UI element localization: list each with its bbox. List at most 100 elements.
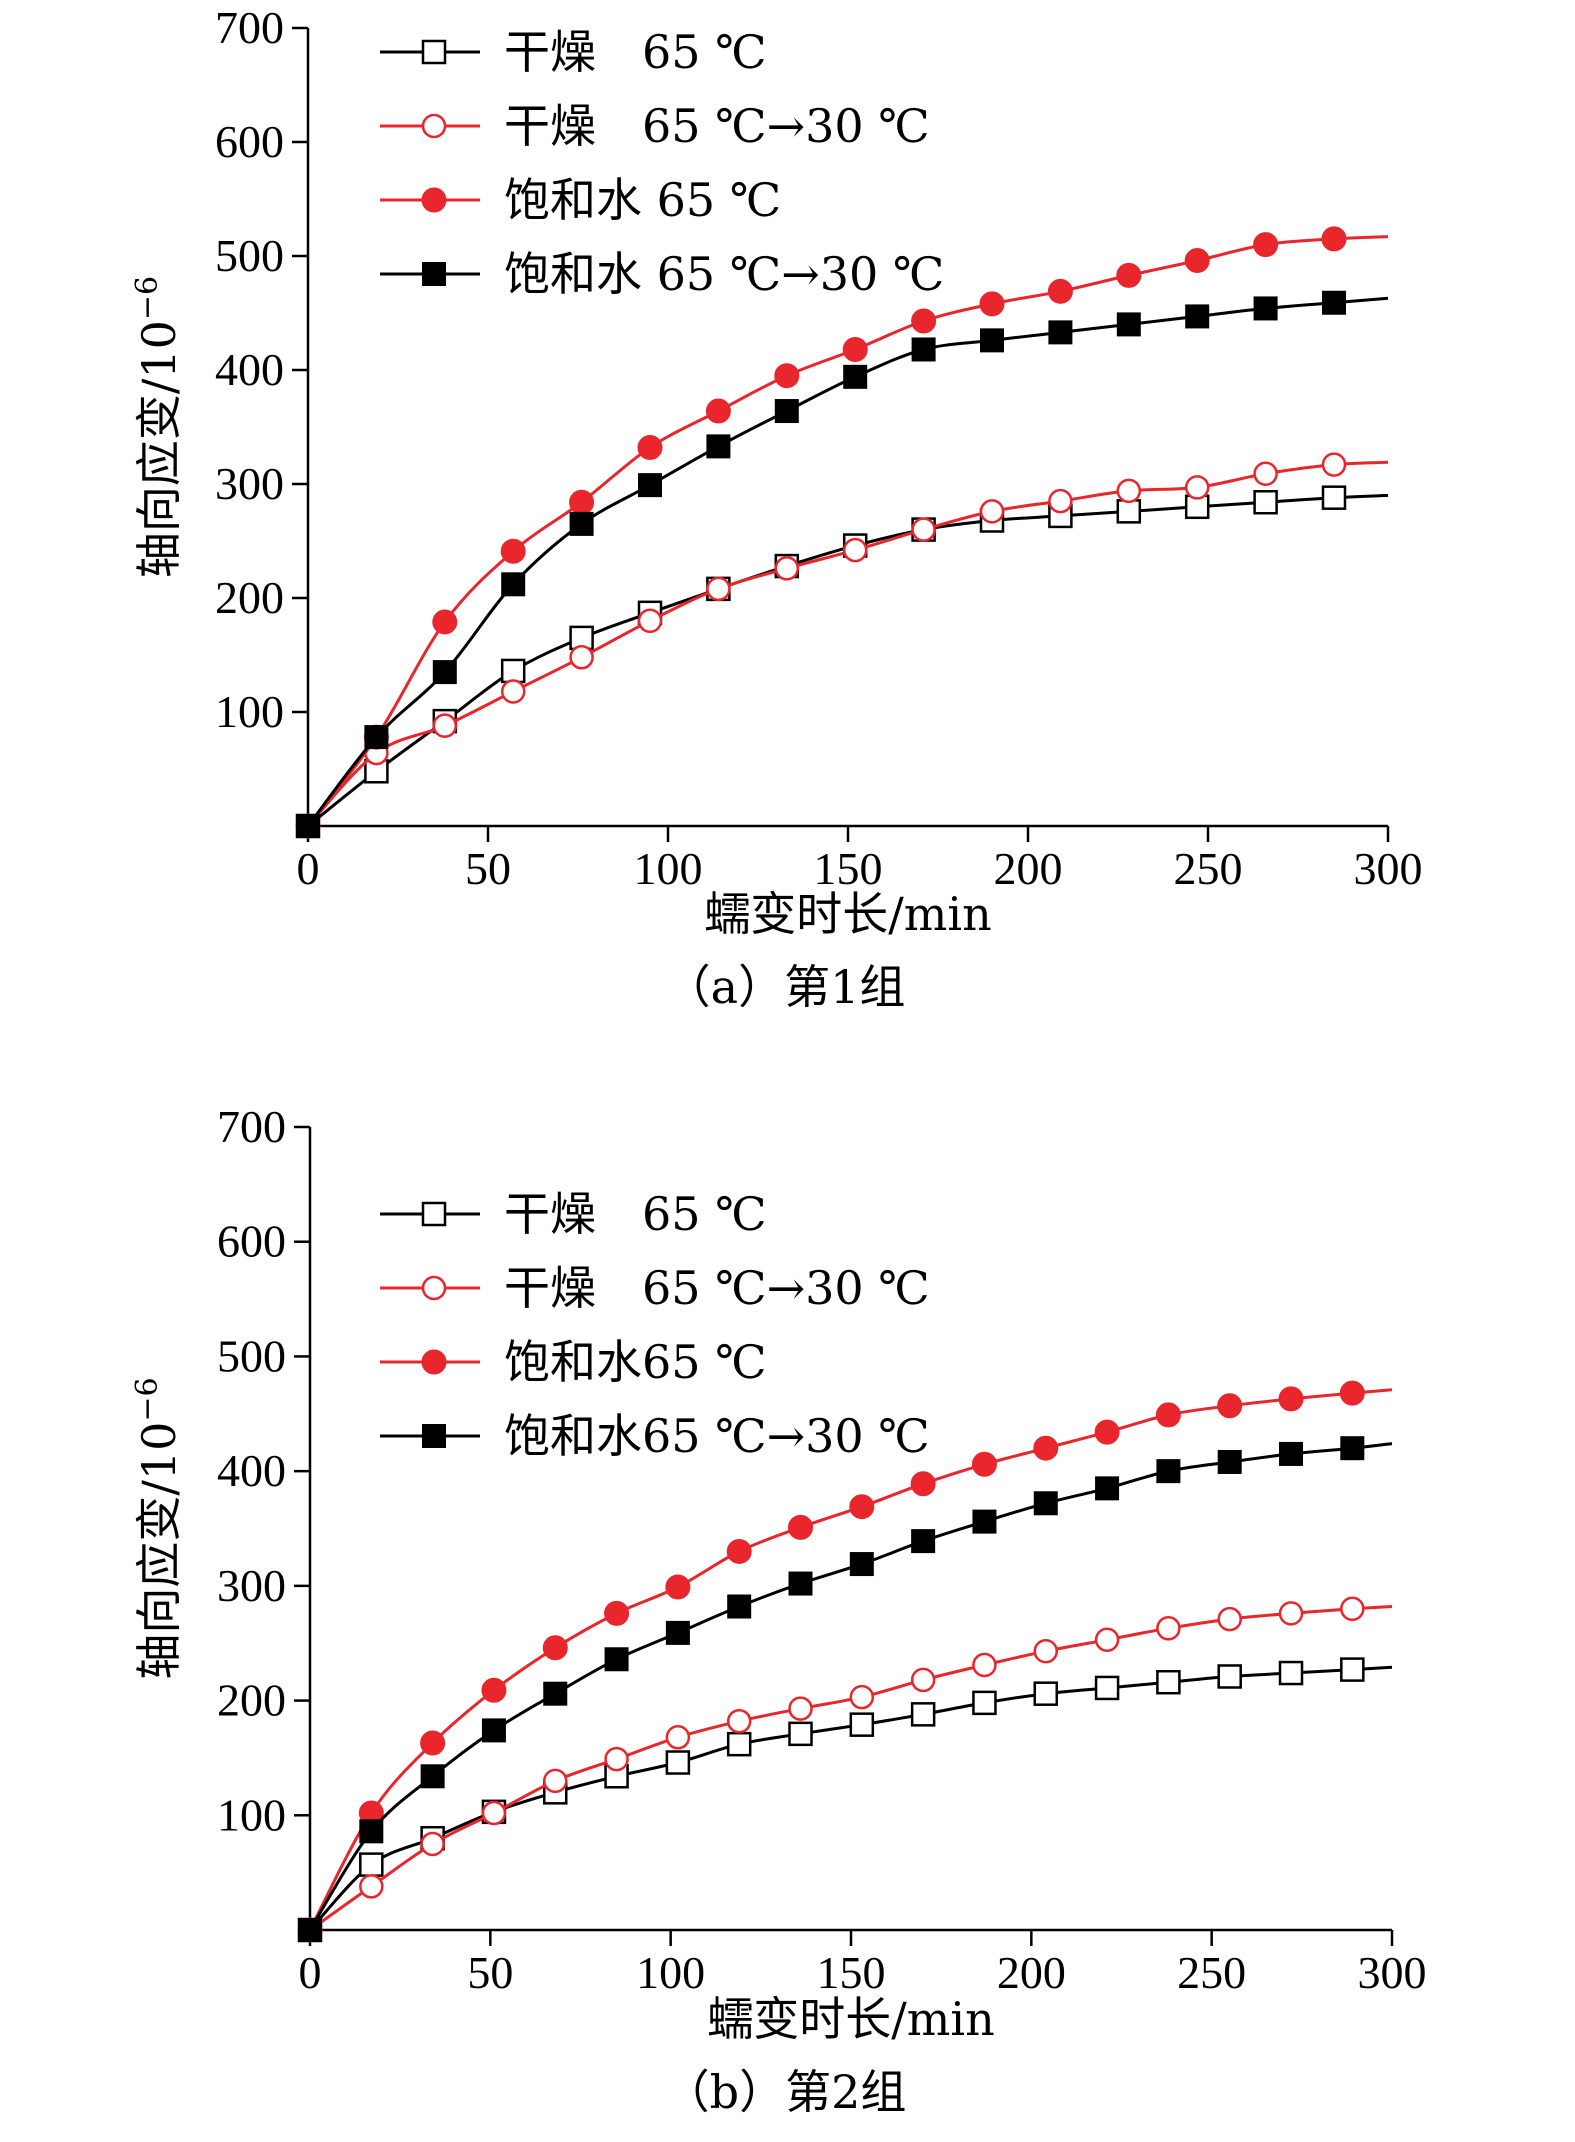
data-point (1184, 248, 1210, 274)
series-2 (295, 452, 1389, 839)
data-point (911, 308, 937, 334)
data-point (604, 1647, 629, 1672)
data-point (849, 1552, 874, 1577)
x-tick-label: 200 (997, 1947, 1066, 1998)
data-point (1321, 485, 1347, 510)
data-point (849, 1494, 875, 1520)
data-point (706, 576, 731, 602)
data-point (849, 1712, 875, 1737)
x-tick-label: 50 (467, 1947, 513, 1998)
series-3 (295, 226, 1389, 839)
x-tick-label: 150 (817, 1947, 886, 1998)
data-point (1253, 461, 1278, 486)
data-point (359, 1874, 384, 1899)
data-point (843, 364, 868, 389)
data-point (1339, 1380, 1365, 1406)
data-point (1116, 499, 1142, 524)
data-point (569, 511, 594, 536)
data-point (1033, 1681, 1059, 1706)
data-point (1278, 1601, 1304, 1626)
y-tick-label: 300 (217, 1560, 286, 1611)
data-point (637, 435, 663, 461)
data-point (911, 1529, 936, 1554)
legend-item: 干燥 65 ℃ (380, 1187, 767, 1241)
data-point (432, 713, 458, 738)
x-tick-label: 100 (634, 843, 703, 894)
data-point (726, 1538, 752, 1564)
y-tick-label: 500 (217, 1330, 286, 1381)
data-point (481, 1800, 507, 1826)
y-tick-label: 300 (215, 458, 284, 509)
y-tick-label: 500 (215, 230, 284, 281)
data-point (1048, 488, 1073, 514)
figure-caption: （a）第1组 (665, 960, 906, 1014)
chart-panel-a: 100 200 300 400 500 600 700 0 50 100 150 200 250 300 蠕… (130, 2, 1423, 1014)
data-point (1048, 320, 1073, 345)
data-point (971, 1451, 997, 1477)
data-point (1217, 1664, 1242, 1689)
data-point (1095, 1476, 1120, 1501)
data-point (972, 1509, 997, 1534)
legend: 干燥 65 ℃ 干燥 65 ℃→30 ℃ 饱和水 65 ℃ 饱和水 65 ℃→30 ℃ (380, 25, 944, 301)
data-point (1340, 1596, 1365, 1622)
data-point (500, 679, 526, 704)
legend-label: 饱和水 65 ℃→30 ℃ (504, 247, 944, 301)
legend-label: 饱和水65 ℃ (504, 1335, 767, 1389)
data-point (364, 725, 389, 750)
x-tick-label: 250 (1174, 843, 1243, 894)
legend-item: 饱和水 65 ℃→30 ℃ (380, 247, 944, 301)
x-tick-label: 300 (1354, 843, 1423, 894)
data-point (1253, 232, 1279, 258)
data-point (910, 1702, 936, 1727)
legend-item: 饱和水65 ℃→30 ℃ (380, 1409, 930, 1463)
data-point (1033, 1491, 1058, 1516)
figure-caption: （b）第2组 (664, 2065, 907, 2119)
y-tick-label: 600 (217, 1216, 286, 1267)
data-point (420, 1764, 445, 1789)
legend-marker (421, 39, 447, 65)
x-tick-label: 150 (814, 843, 883, 894)
data-point (665, 1725, 691, 1750)
series-line (306, 235, 1389, 827)
data-point (705, 398, 731, 424)
data-point (296, 814, 320, 838)
data-point (1156, 1669, 1181, 1695)
data-point (726, 1708, 752, 1734)
data-point (543, 1681, 568, 1706)
legend-marker (422, 262, 446, 286)
data-point (1094, 1675, 1120, 1701)
legend-marker (421, 1349, 447, 1375)
data-point (638, 473, 662, 498)
data-point (910, 1471, 936, 1497)
data-point (1184, 475, 1210, 500)
data-point (420, 1831, 445, 1857)
y-tick-label: 400 (215, 344, 284, 395)
data-point (1322, 290, 1346, 315)
data-point (359, 1852, 384, 1877)
data-point (1278, 1386, 1304, 1412)
legend-item: 饱和水65 ℃ (380, 1335, 767, 1389)
data-point (774, 556, 800, 581)
data-point (1116, 478, 1142, 504)
legend-label: 饱和水65 ℃→30 ℃ (504, 1409, 930, 1463)
data-point (432, 609, 458, 635)
y-axis-title-text: 轴向应变/10 (132, 1422, 186, 1680)
legend-marker (421, 1275, 447, 1301)
series-2 (297, 1596, 1393, 1943)
series-line (306, 460, 1389, 828)
data-point (500, 538, 526, 564)
y-tick-label: 200 (217, 1675, 286, 1726)
data-point (1340, 1436, 1365, 1461)
data-point (481, 1677, 507, 1703)
data-point (774, 399, 799, 424)
data-point (543, 1768, 568, 1794)
x-tick-label: 250 (1177, 1947, 1246, 1998)
data-point (604, 1746, 629, 1772)
x-tick-label: 50 (465, 843, 511, 894)
x-tick-label: 200 (994, 843, 1063, 894)
x-tick-label: 300 (1358, 1947, 1427, 1998)
series-4 (298, 1436, 1393, 1942)
data-point (979, 499, 1005, 524)
data-point (604, 1600, 630, 1626)
data-point (1047, 278, 1073, 304)
